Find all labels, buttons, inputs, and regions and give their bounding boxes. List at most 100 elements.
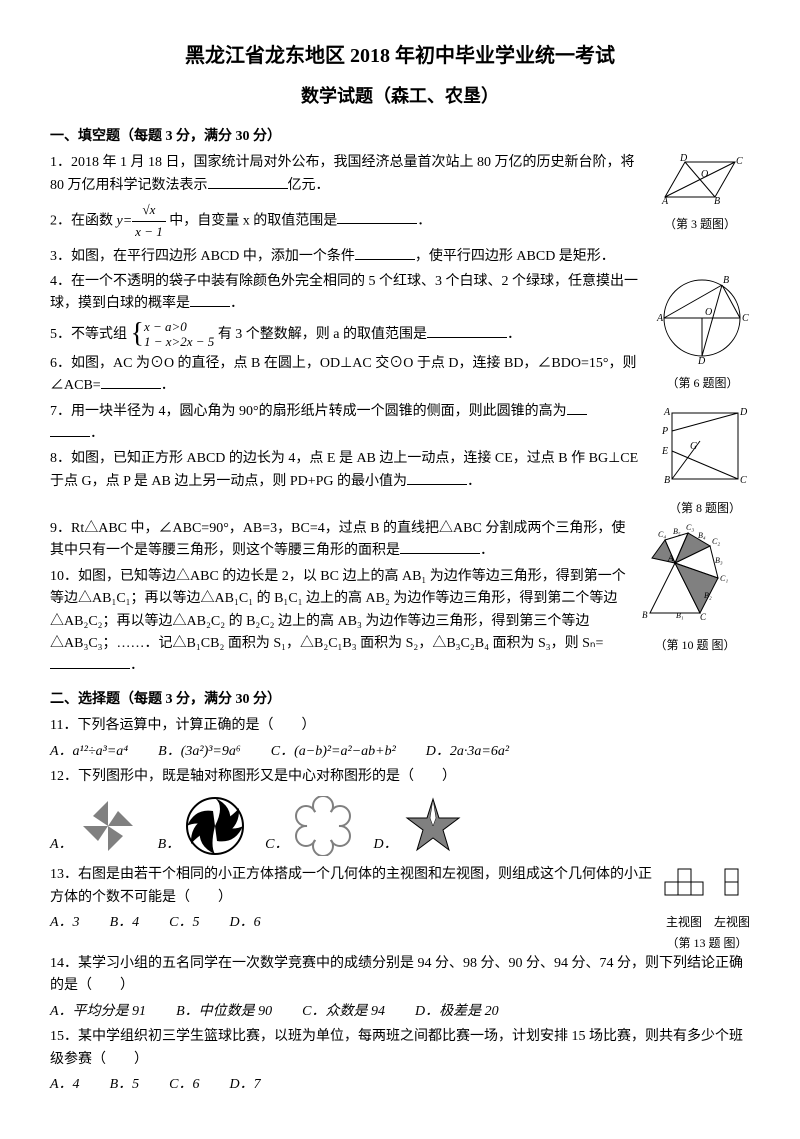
svg-text:A: A: [663, 407, 671, 418]
q5-line1: x − a>0: [144, 319, 187, 334]
q11-opt-d: D．2a·3a=6a²: [426, 741, 509, 763]
q2-text-b: 中，自变量 x 的取值范围是: [166, 213, 338, 228]
figure-8-icon: A D B C P E G: [660, 401, 750, 491]
figure-3-icon: A B C D O: [650, 152, 750, 207]
question-10: 10．如图，已知等边△ABC 的边长是 2，以 BC 边上的高 AB₁ 为边作等…: [50, 566, 630, 678]
question-1: 1．2018 年 1 月 18 日，国家统计局对外公布，我国经济总量首次站上 8…: [50, 152, 640, 197]
q13-text-a: 13．右图是由若干个相同的小正方体搭成一个几何体的主视图和左视图，则组成这个几何…: [50, 867, 652, 904]
svg-text:B: B: [714, 196, 720, 207]
q14-text: 14．某学习小组的五名同学在一次数学竞赛中的成绩分别是 94 分、98 分、90…: [50, 953, 750, 998]
q11-text: 11．下列各运算中，计算正确的是（ ）: [50, 715, 750, 737]
svg-text:B₄: B₄: [698, 531, 706, 540]
q3-blank: [355, 259, 415, 260]
svg-text:O: O: [701, 169, 708, 180]
figure-6-caption: （第 6 题图）: [655, 374, 750, 393]
q12-opt-b: B．: [158, 834, 181, 856]
swirl-icon: [185, 796, 245, 856]
q2-blank: [337, 223, 417, 224]
left-view-icon: [717, 864, 747, 904]
q10-text-a: 10．如图，已知等边△ABC 的边长是 2，以 BC 边上的高 AB₁ 为边作等…: [50, 569, 626, 651]
svg-text:E: E: [661, 446, 668, 457]
svg-text:B₂: B₂: [704, 591, 712, 600]
q5-text-c: ．: [507, 327, 521, 342]
question-12: 12．下列图形中，既是轴对称图形又是中心对称图形的是（ ）: [50, 766, 750, 788]
figure-3-caption: （第 3 题图）: [650, 215, 750, 234]
figure-13-caption: （第 13 题 图）: [664, 934, 750, 953]
q15-opt-b: B．5: [110, 1074, 140, 1096]
q5-text-b: 有 3 个整数解，则 a 的取值范围是: [218, 327, 427, 342]
q9-text-a: 9．Rt△ABC 中，∠ABC=90°，AB=3，BC=4，过点 B 的直线把△…: [50, 521, 625, 558]
pinwheel-icon: [78, 796, 138, 856]
question-13: 13．右图是由若干个相同的小正方体搭成一个几何体的主视图和左视图，则组成这个几何…: [50, 864, 654, 934]
svg-text:B₅: B₅: [673, 527, 681, 536]
svg-text:B₁: B₁: [676, 611, 684, 620]
section-2-header: 二、选择题（每题 3 分，满分 30 分）: [50, 689, 750, 711]
q2-frac-num: √x: [132, 200, 166, 222]
question-9: 9．Rt△ABC 中，∠ABC=90°，AB=3，BC=4，过点 B 的直线把△…: [50, 518, 630, 563]
svg-text:C₁: C₁: [720, 574, 728, 583]
svg-text:C: C: [740, 475, 747, 486]
q1-text-b: 亿元．: [288, 178, 330, 193]
svg-text:D: D: [697, 356, 706, 366]
question-11: 11．下列各运算中，计算正确的是（ ） A．a¹²÷a³=a⁴ B．(3a²)³…: [50, 715, 750, 763]
q1-blank: [208, 188, 288, 189]
svg-text:P: P: [661, 426, 668, 437]
question-2: 2．在函数 y=√xx − 1 中，自变量 x 的取值范围是．: [50, 200, 640, 243]
q11-opt-c: C．(a−b)²=a²−ab+b²: [271, 741, 396, 763]
svg-text:C: C: [742, 313, 749, 324]
q3-text-b: ，使平行四边形 ABCD 是矩形．: [415, 249, 615, 264]
q15-text: 15．某中学组织初三学生篮球比赛，以班为单位，每两班之间都比赛一场，计划安排 1…: [50, 1026, 750, 1071]
q8-text-b: ．: [467, 474, 481, 489]
front-view-label: 主视图: [664, 913, 704, 932]
star-icon: [403, 796, 463, 856]
q7-blank2: [50, 436, 90, 437]
svg-text:B: B: [664, 475, 670, 486]
svg-text:A: A: [656, 313, 664, 324]
question-6: 6．如图，AC 为⊙O 的直径，点 B 在圆上，OD⊥AC 交⊙O 于点 D，连…: [50, 353, 645, 398]
page-title: 黑龙江省龙东地区 2018 年初中毕业学业统一考试: [50, 40, 750, 72]
section-1-header: 一、填空题（每题 3 分，满分 30 分）: [50, 126, 750, 148]
q13-opt-a: A．3: [50, 912, 80, 934]
q4-text-a: 4．在一个不透明的袋子中装有除颜色外完全相同的 5 个红球、3 个白球、2 个绿…: [50, 274, 638, 311]
q14-opt-a: A．平均分是 91: [50, 1001, 146, 1023]
q10-blank: [50, 668, 130, 669]
q5-text-a: 5．不等式组: [50, 327, 127, 342]
q12-text: 12．下列图形中，既是轴对称图形又是中心对称图形的是（ ）: [50, 766, 750, 788]
figure-10-caption: （第 10 题 图）: [640, 636, 750, 655]
q3-text-a: 3．如图，在平行四边形 ABCD 中，添加一个条件: [50, 249, 355, 264]
svg-text:C₂: C₂: [712, 537, 720, 546]
left-view-label: 左视图: [714, 913, 750, 932]
question-15: 15．某中学组织初三学生篮球比赛，以班为单位，每两班之间都比赛一场，计划安排 1…: [50, 1026, 750, 1096]
q7-text-a: 7．用一块半径为 4，圆心角为 90°的扇形纸片转成一个圆锥的侧面，则此圆锥的高…: [50, 404, 567, 419]
q15-opt-a: A．4: [50, 1074, 80, 1096]
q9-text-b: ．: [480, 543, 494, 558]
flower-icon: [293, 796, 353, 856]
page-subtitle: 数学试题（森工、农垦）: [50, 82, 750, 111]
q6-text-b: ．: [161, 378, 175, 393]
svg-text:O: O: [705, 307, 712, 318]
svg-text:C₃: C₃: [686, 523, 694, 532]
q14-opt-b: B．中位数是 90: [176, 1001, 272, 1023]
svg-text:C₄: C₄: [658, 530, 666, 539]
question-3: 3．如图，在平行四边形 ABCD 中，添加一个条件 ，使平行四边形 ABCD 是矩…: [50, 246, 640, 268]
figure-6-icon: A C B D O: [655, 271, 750, 366]
q12-opt-d: D．: [373, 834, 397, 856]
svg-text:C: C: [736, 156, 743, 167]
svg-text:B₃: B₃: [715, 556, 723, 565]
q10-text-b: ．: [130, 658, 144, 673]
svg-text:G: G: [690, 441, 697, 452]
q13-opt-d: D．6: [229, 912, 260, 934]
svg-text:A: A: [667, 553, 674, 563]
q2-frac-den: x − 1: [132, 222, 166, 243]
figure-8-caption: （第 8 题图）: [660, 499, 750, 518]
q2-text-a: 2．在函数: [50, 213, 117, 228]
q12-opt-a: A．: [50, 834, 73, 856]
q14-opt-c: C．众数是 94: [302, 1001, 385, 1023]
q11-opt-a: A．a¹²÷a³=a⁴: [50, 741, 128, 763]
q8-text-a: 8．如图，已知正方形 ABCD 的边长为 4，点 E 是 AB 边上一动点，连接…: [50, 451, 638, 488]
q7-blank: [567, 414, 587, 415]
q1-text-a: 1．2018 年 1 月 18 日，国家统计局对外公布，我国经济总量首次站上 8…: [50, 155, 635, 192]
svg-text:A: A: [661, 196, 669, 207]
q8-blank: [407, 484, 467, 485]
q5-line2: 1 − x>2x − 5: [144, 334, 214, 349]
